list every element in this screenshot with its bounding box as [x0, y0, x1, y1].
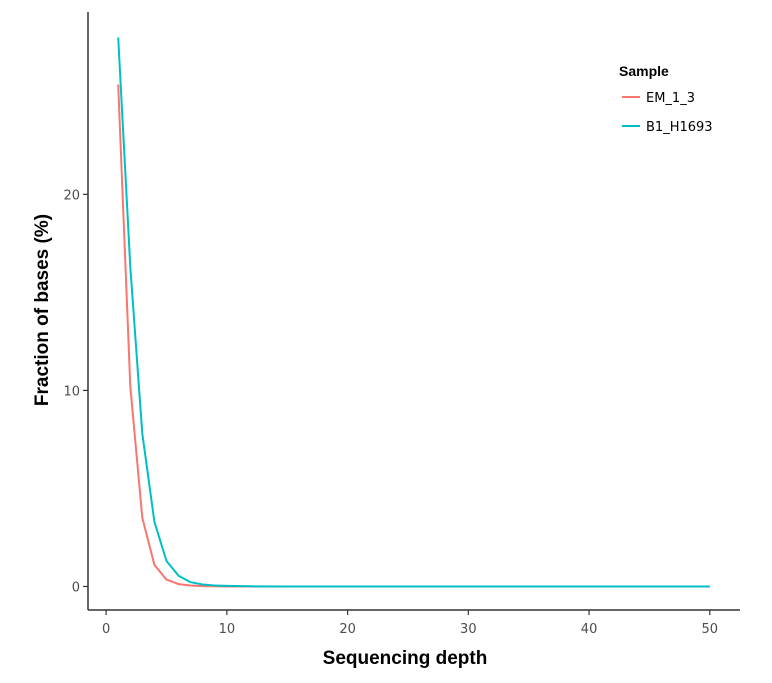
- x-tick-label-2: 20: [339, 622, 356, 637]
- legend-label-1: B1_H1693: [646, 120, 713, 135]
- y-ticks: 0 10 20: [63, 188, 88, 595]
- y-tick-label-2: 20: [63, 188, 80, 203]
- series-line-1: [117, 37, 710, 588]
- x-tick-label-1: 10: [219, 622, 236, 637]
- legend-items: EM_1_3 B1_H1693: [622, 91, 713, 135]
- series-line-0: [117, 84, 710, 588]
- x-tick-label-3: 30: [460, 622, 477, 637]
- y-tick-label-0: 0: [72, 580, 80, 595]
- legend-title: Sample: [619, 63, 669, 79]
- x-axis-title: Sequencing depth: [323, 648, 488, 669]
- x-ticks: 0 10 20 30 40 50: [102, 610, 718, 637]
- legend-label-0: EM_1_3: [646, 91, 695, 106]
- series-layer: [117, 37, 710, 588]
- y-axis-title: Fraction of bases (%): [32, 214, 53, 406]
- x-tick-label-5: 50: [702, 622, 719, 637]
- y-tick-label-1: 10: [63, 384, 80, 399]
- legend: Sample EM_1_3 B1_H1693: [619, 63, 713, 135]
- x-tick-label-0: 0: [102, 622, 110, 637]
- x-tick-label-4: 40: [581, 622, 598, 637]
